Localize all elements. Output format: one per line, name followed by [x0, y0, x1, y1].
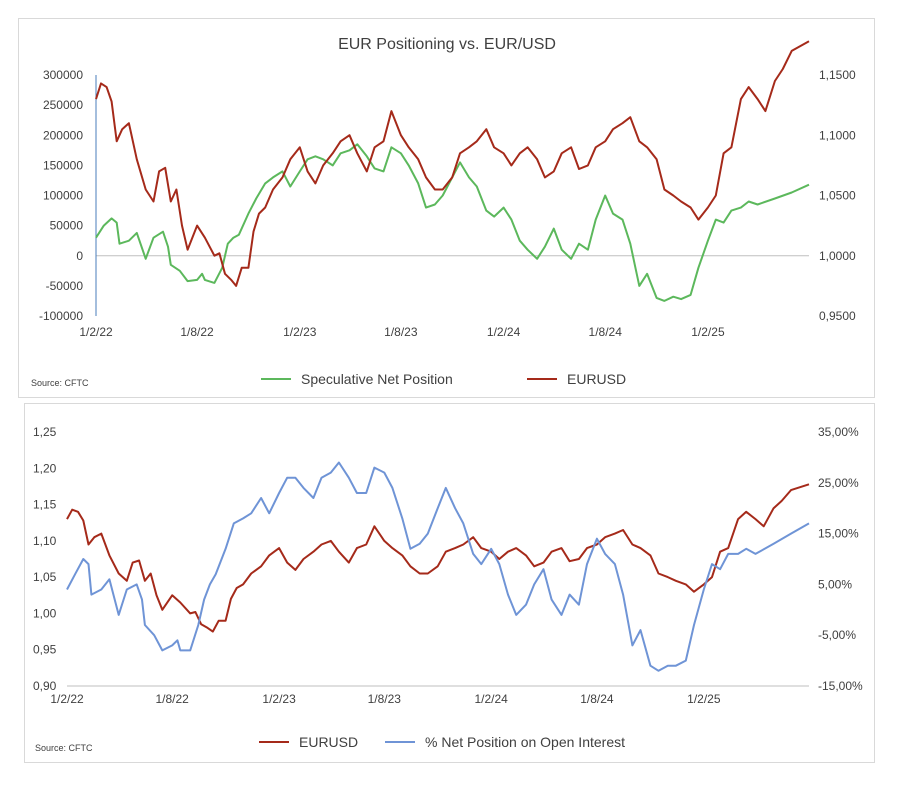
series-line — [66, 483, 810, 633]
y-left-tick-label: 0,95 — [33, 643, 57, 657]
y-right-tick-label: 1,1000 — [819, 128, 856, 142]
x-tick-label: 1/2/22 — [50, 692, 84, 706]
series-line — [95, 143, 810, 302]
x-tick-label: 1/2/23 — [262, 692, 296, 706]
bottom-chart-panel: Source: CFTC 1,25 1,20 1,15 1,10 1,05 1,00 0,9… — [24, 403, 875, 763]
x-tick-label: 1/8/24 — [580, 692, 614, 706]
y-left-tick-label: 150000 — [43, 158, 83, 172]
y-right-tick-label: 1,1500 — [819, 68, 856, 82]
y-left-tick-label: -100000 — [39, 309, 83, 323]
y-left-tick-label: 100000 — [43, 189, 83, 203]
legend-label: EURUSD — [299, 734, 358, 750]
y-right-tick-label: 35,00% — [818, 425, 859, 439]
x-tick-label: 1/8/24 — [589, 325, 623, 339]
y-left-tick-label: 300000 — [43, 68, 83, 82]
series-line — [95, 40, 810, 287]
x-tick-label: 1/2/24 — [474, 692, 508, 706]
y-right-tick-label: 25,00% — [818, 476, 859, 490]
y-left-tick-label: 0 — [76, 249, 83, 263]
y-right-tick-label: -15,00% — [818, 679, 863, 693]
y-left-tick-label: 1,10 — [33, 534, 57, 548]
x-tick-label: 1/8/23 — [368, 692, 402, 706]
legend-label: % Net Position on Open Interest — [425, 734, 625, 750]
x-tick-label: 1/2/24 — [487, 325, 521, 339]
y-right-tick-label: 0,9500 — [819, 309, 856, 323]
y-left-tick-label: 1,25 — [33, 425, 57, 439]
x-tick-label: 1/8/22 — [180, 325, 214, 339]
y-right-tick-label: 15,00% — [818, 527, 859, 541]
x-tick-label: 1/8/22 — [155, 692, 189, 706]
x-tick-label: 1/2/23 — [283, 325, 317, 339]
y-left-tick-label: -50000 — [46, 279, 84, 293]
y-right-tick-label: 1,0000 — [819, 249, 856, 263]
y-left-tick-label: 200000 — [43, 128, 83, 142]
top-chart: EUR Positioning vs. EUR/USD Source: CFTC… — [31, 36, 856, 388]
x-tick-label: 1/2/25 — [687, 692, 721, 706]
y-right-tick-label: -5,00% — [818, 628, 856, 642]
bottom-chart: Source: CFTC 1,25 1,20 1,15 1,10 1,05 1,00 0,9… — [33, 425, 863, 753]
y-left-tick-label: 250000 — [43, 98, 83, 112]
top-chart-panel: EUR Positioning vs. EUR/USD Source: CFTC… — [18, 18, 875, 398]
source-note: Source: CFTC — [31, 378, 89, 388]
y-left-tick-label: 1,00 — [33, 606, 57, 620]
x-tick-label: 1/2/25 — [691, 325, 725, 339]
legend-label: EURUSD — [567, 371, 626, 387]
chart-title: EUR Positioning vs. EUR/USD — [338, 36, 556, 53]
y-right-tick-label: 5,00% — [818, 577, 852, 591]
series-line — [66, 461, 810, 672]
y-left-tick-label: 1,20 — [33, 461, 57, 475]
y-left-tick-label: 1,05 — [33, 570, 57, 584]
y-left-tick-label: 1,15 — [33, 498, 57, 512]
x-tick-label: 1/2/22 — [79, 325, 113, 339]
source-note: Source: CFTC — [35, 743, 93, 753]
x-tick-label: 1/8/23 — [384, 325, 418, 339]
y-right-tick-label: 1,0500 — [819, 189, 856, 203]
y-left-tick-label: 0,90 — [33, 679, 57, 693]
y-left-tick-label: 50000 — [50, 219, 84, 233]
legend-label: Speculative Net Position — [301, 371, 453, 387]
